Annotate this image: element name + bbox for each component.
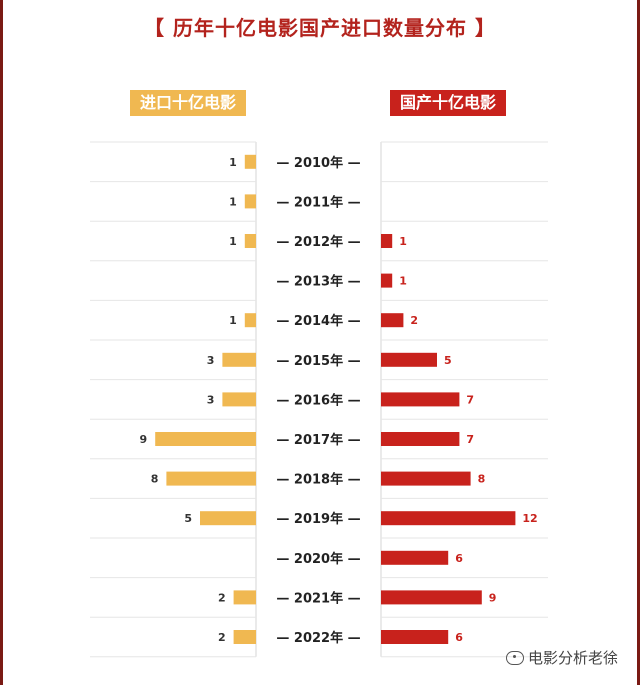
data-label-domestic: 5 bbox=[444, 354, 452, 367]
bar-domestic bbox=[381, 432, 460, 446]
bar-imported bbox=[244, 234, 256, 248]
data-label-imported: 2 bbox=[218, 591, 226, 604]
bar-imported bbox=[166, 471, 256, 486]
data-label-domestic: 9 bbox=[489, 591, 497, 604]
category-label: — 2015年 — bbox=[276, 353, 360, 369]
data-label-domestic: 8 bbox=[478, 473, 486, 486]
data-label-domestic: 6 bbox=[455, 631, 463, 644]
bar-imported bbox=[233, 590, 256, 605]
legend-domestic: 国产十亿电影 bbox=[390, 90, 507, 116]
data-label-domestic: 6 bbox=[455, 552, 463, 565]
bar-imported bbox=[155, 432, 256, 446]
data-label-domestic: 1 bbox=[399, 275, 407, 288]
wechat-icon bbox=[505, 650, 524, 665]
data-label-imported: 1 bbox=[229, 195, 237, 208]
bar-imported bbox=[200, 511, 256, 526]
legend-imported: 进口十亿电影 bbox=[130, 90, 247, 116]
category-label: — 2021年 — bbox=[276, 590, 360, 606]
category-label: — 2020年 — bbox=[276, 551, 360, 567]
bar-domestic bbox=[381, 352, 437, 367]
bar-domestic bbox=[381, 313, 404, 328]
bar-domestic bbox=[381, 234, 393, 248]
data-label-imported: 2 bbox=[218, 631, 226, 644]
chart-title: 【 历年十亿电影国产进口数量分布 】 bbox=[144, 16, 496, 40]
bar-domestic bbox=[381, 630, 449, 644]
category-label: — 2010年 — bbox=[276, 155, 360, 171]
data-label-imported: 1 bbox=[229, 156, 237, 169]
bar-imported bbox=[244, 154, 256, 169]
category-label: — 2019年 — bbox=[276, 511, 360, 527]
category-label: — 2011年 — bbox=[276, 194, 360, 210]
data-label-imported: 1 bbox=[229, 314, 237, 327]
data-label-imported: 3 bbox=[207, 393, 215, 406]
bar-imported bbox=[222, 392, 256, 407]
data-label-domestic: 7 bbox=[466, 393, 474, 406]
bar-domestic bbox=[381, 273, 393, 288]
data-label-domestic: 12 bbox=[522, 512, 537, 525]
bar-domestic bbox=[381, 392, 460, 407]
watermark: 电影分析老徐 bbox=[505, 647, 618, 668]
category-label: — 2017年 — bbox=[276, 432, 360, 448]
bar-imported bbox=[244, 194, 256, 209]
data-label-imported: 5 bbox=[184, 512, 192, 525]
category-label: — 2022年 — bbox=[276, 630, 360, 646]
left-frame-border bbox=[0, 0, 3, 685]
category-label: — 2013年 — bbox=[276, 274, 360, 290]
watermark-text: 电影分析老徐 bbox=[527, 649, 618, 667]
data-label-imported: 3 bbox=[207, 354, 215, 367]
category-label: — 2016年 — bbox=[276, 392, 360, 408]
data-label-domestic: 1 bbox=[399, 235, 407, 248]
data-label-imported: 9 bbox=[140, 433, 148, 446]
bar-imported bbox=[244, 313, 256, 328]
right-frame-border bbox=[637, 0, 640, 685]
data-label-imported: 8 bbox=[151, 473, 159, 486]
category-label: — 2014年 — bbox=[276, 313, 360, 329]
data-label-imported: 1 bbox=[229, 235, 237, 248]
bar-domestic bbox=[381, 511, 516, 526]
bar-domestic bbox=[381, 550, 449, 565]
data-label-domestic: 7 bbox=[466, 433, 474, 446]
bar-domestic bbox=[381, 471, 471, 486]
bar-imported bbox=[222, 352, 256, 367]
category-label: — 2018年 — bbox=[276, 472, 360, 488]
category-label: — 2012年 — bbox=[276, 234, 360, 250]
bar-domestic bbox=[381, 590, 482, 605]
bar-imported bbox=[233, 630, 256, 644]
data-label-domestic: 2 bbox=[410, 314, 418, 327]
